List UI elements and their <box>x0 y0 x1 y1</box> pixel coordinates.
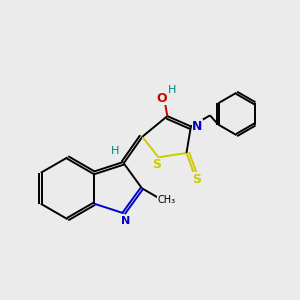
Text: N: N <box>121 216 130 226</box>
Text: O: O <box>156 92 166 105</box>
Text: S: S <box>193 173 202 186</box>
Text: H: H <box>111 146 119 157</box>
Text: S: S <box>152 158 161 171</box>
Text: N: N <box>192 120 203 133</box>
Text: H: H <box>167 85 176 95</box>
Text: CH₃: CH₃ <box>157 195 175 205</box>
